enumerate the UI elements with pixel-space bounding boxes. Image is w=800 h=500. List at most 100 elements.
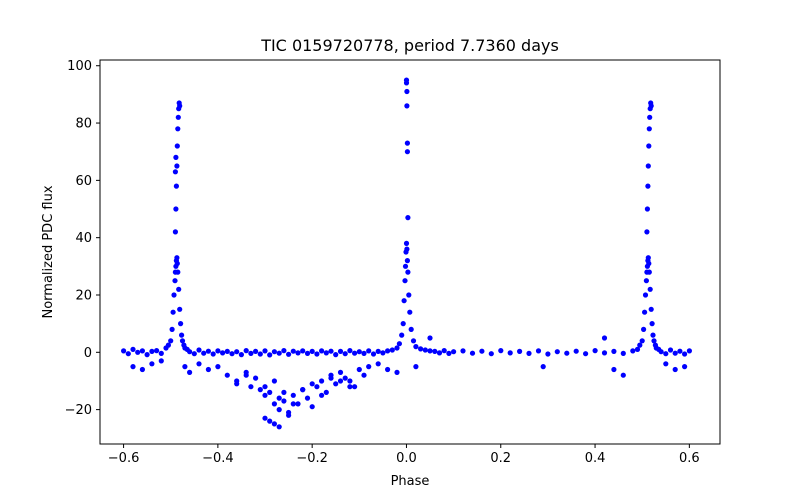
data-point	[645, 183, 651, 189]
data-point	[286, 412, 292, 418]
data-point	[135, 349, 141, 355]
data-point	[314, 351, 320, 357]
data-point	[290, 392, 296, 398]
data-point	[323, 350, 329, 356]
data-point	[404, 258, 410, 264]
data-point	[396, 341, 402, 347]
data-point	[220, 350, 226, 356]
data-point	[158, 358, 164, 364]
data-point	[290, 348, 296, 354]
x-tick-label: −0.6	[108, 451, 140, 466]
data-point	[171, 292, 177, 298]
data-point	[436, 350, 443, 356]
data-point	[328, 348, 334, 354]
data-point	[158, 350, 164, 356]
data-point	[267, 418, 273, 424]
data-point	[647, 286, 653, 292]
data-point	[408, 326, 414, 332]
data-point	[644, 229, 650, 235]
data-point	[257, 351, 263, 357]
data-point	[370, 351, 377, 357]
data-point	[404, 88, 410, 95]
chart-title: TIC 0159720778, period 7.7360 days	[260, 36, 559, 55]
data-point	[179, 338, 186, 344]
data-point	[309, 348, 315, 354]
data-point	[304, 395, 311, 401]
data-point	[300, 348, 306, 354]
data-point	[410, 338, 417, 344]
data-point	[389, 347, 395, 353]
data-point	[356, 349, 362, 355]
data-point	[642, 309, 648, 315]
data-point	[175, 126, 181, 132]
data-point	[337, 378, 344, 384]
data-point	[394, 345, 400, 351]
data-point	[267, 389, 273, 395]
data-point	[271, 378, 277, 384]
data-point	[380, 350, 386, 356]
data-point	[262, 415, 268, 421]
data-point	[460, 348, 466, 354]
data-point	[646, 269, 652, 275]
data-point	[394, 369, 400, 375]
data-point	[517, 348, 523, 354]
data-point	[643, 278, 650, 284]
data-point	[176, 286, 182, 292]
data-point	[630, 348, 636, 354]
x-tick-label: 0.2	[490, 451, 511, 466]
data-point	[333, 381, 339, 387]
data-point	[224, 348, 230, 354]
data-point	[177, 103, 183, 109]
data-point	[645, 255, 651, 261]
data-point	[210, 351, 216, 357]
data-point	[686, 348, 693, 354]
data-point	[385, 366, 391, 373]
y-tick-label: 60	[75, 174, 92, 189]
data-point	[564, 350, 570, 356]
data-point	[347, 378, 353, 384]
data-point	[172, 229, 178, 235]
data-point	[422, 347, 428, 353]
y-tick-label: 20	[75, 288, 92, 303]
data-point	[403, 240, 410, 246]
data-point	[361, 350, 367, 356]
data-point	[347, 384, 353, 390]
data-point	[144, 352, 150, 358]
data-point	[248, 384, 254, 390]
data-point	[545, 351, 551, 357]
data-point	[234, 381, 240, 387]
data-point	[601, 335, 608, 341]
data-point	[319, 348, 325, 354]
y-tick-label: 0	[84, 346, 92, 361]
data-point	[295, 401, 301, 407]
data-point	[172, 278, 178, 284]
data-point	[182, 364, 188, 370]
data-point	[174, 260, 180, 267]
data-point	[649, 321, 655, 327]
data-point	[672, 366, 678, 373]
data-point	[323, 389, 329, 395]
data-point	[309, 381, 315, 387]
data-point	[276, 395, 282, 401]
data-point	[648, 103, 654, 109]
data-point	[215, 364, 221, 370]
x-tick-label: 0.0	[396, 451, 417, 466]
data-point	[175, 114, 181, 120]
data-point	[646, 143, 652, 149]
data-point	[451, 349, 457, 355]
data-point	[405, 269, 411, 275]
data-point	[173, 154, 179, 160]
x-tick-label: −0.4	[202, 451, 234, 466]
data-point	[366, 364, 372, 370]
data-point	[121, 348, 127, 354]
x-axis-ticks: −0.6 −0.4 −0.2 0.0 0.2 0.4 0.6	[108, 444, 700, 466]
data-point	[262, 348, 268, 354]
x-tick-label: 0.6	[679, 451, 700, 466]
data-point	[427, 335, 433, 341]
data-point	[248, 350, 254, 356]
data-point	[399, 332, 405, 338]
data-point	[165, 342, 171, 348]
data-point	[667, 347, 674, 353]
data-point	[229, 351, 235, 357]
data-point	[682, 364, 688, 370]
